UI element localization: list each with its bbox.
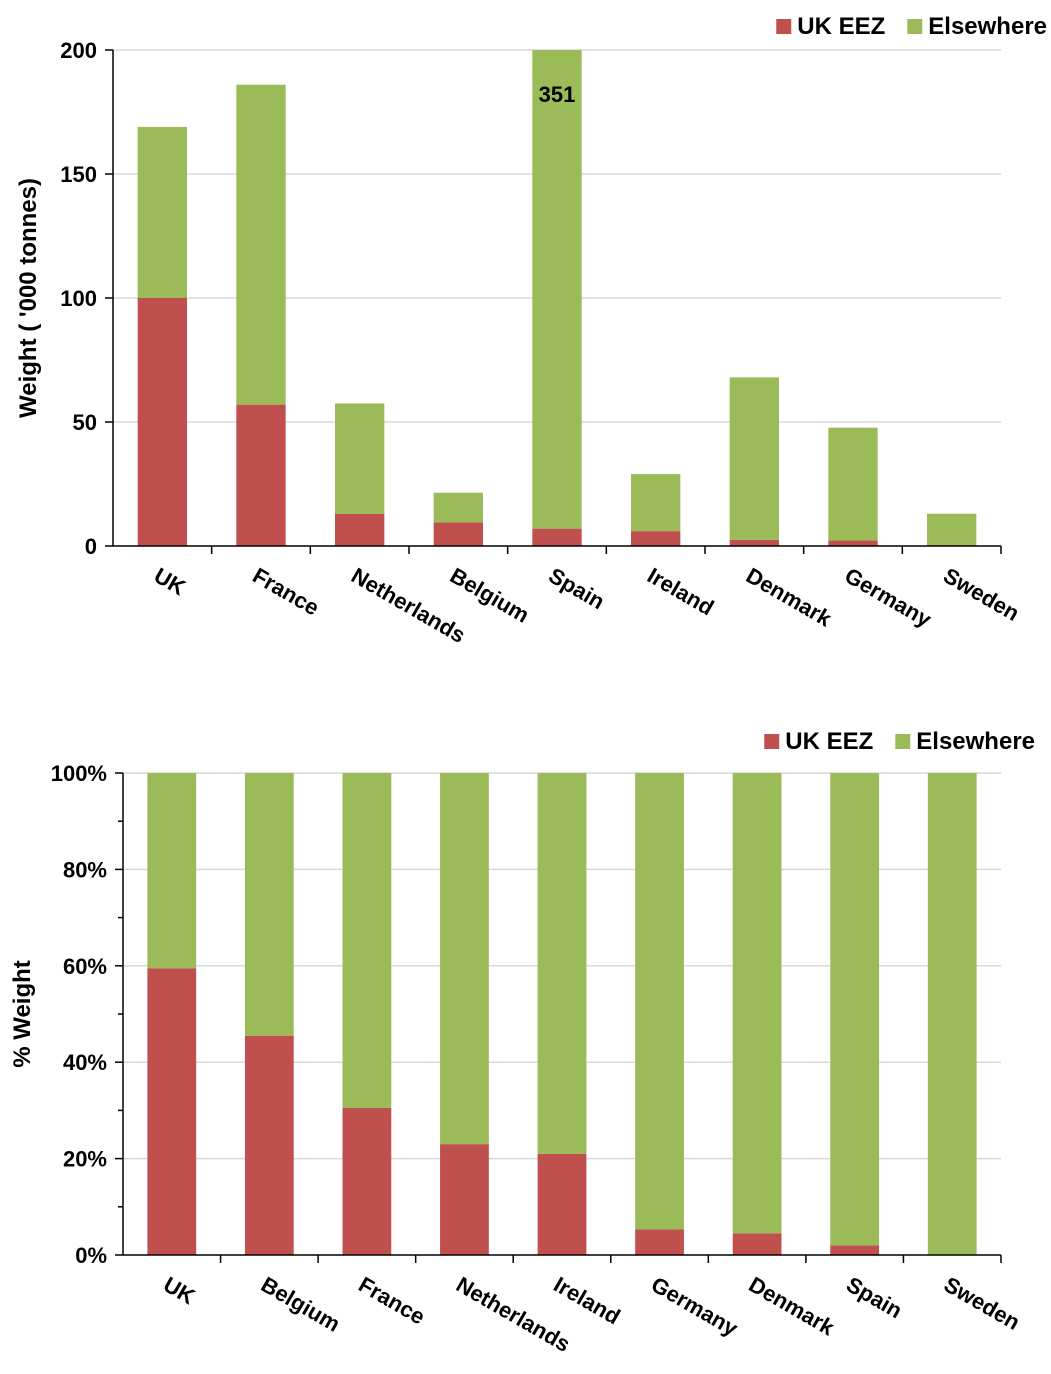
- legend-swatch-uk-eez: [776, 19, 792, 34]
- bar-uk-eez-uk: [147, 968, 197, 1255]
- bar-elsewhere-ireland: [537, 773, 587, 1154]
- bar-uk-eez-denmark: [729, 539, 779, 546]
- x-tick-label: Ireland: [550, 1272, 625, 1330]
- bar-uk-eez-netherlands: [440, 1144, 489, 1255]
- bar-elsewhere-denmark: [729, 377, 779, 540]
- y-tick-label: 50: [73, 410, 97, 435]
- legend-swatch-elsewhere: [907, 19, 923, 34]
- bar-uk-eez-germany: [635, 1229, 684, 1255]
- y-tick-label: 0: [85, 534, 97, 559]
- y-axis-label: % Weight: [9, 960, 36, 1068]
- bar-elsewhere-germany: [635, 773, 684, 1230]
- x-tick-label: UK: [159, 1272, 199, 1310]
- bar-uk-eez-ireland: [537, 1153, 587, 1255]
- x-tick-label: Denmark: [745, 1272, 840, 1341]
- legend-label-uk-eez: UK EEZ: [797, 13, 885, 40]
- bar-elsewhere-uk: [147, 773, 197, 969]
- x-tick-label: Germany: [647, 1272, 743, 1342]
- legend-swatch-uk-eez: [764, 734, 780, 749]
- y-tick-label: 20%: [63, 1147, 107, 1172]
- bar-uk-eez-netherlands: [335, 513, 385, 546]
- bar-uk-eez-denmark: [732, 1233, 782, 1255]
- weight-chart: 0 50 100 150 200 UK France Netherlands Belgium Sp…: [0, 0, 1051, 680]
- y-tick-label: 100%: [51, 761, 107, 786]
- y-tick-label: 60%: [63, 954, 107, 979]
- x-tick-label: Ireland: [643, 563, 718, 621]
- legend: UK EEZ Elsewhere: [776, 13, 1047, 40]
- bar-uk-eez-ireland: [631, 531, 681, 546]
- bar-elsewhere-france: [342, 773, 392, 1108]
- y-tick-label: 0%: [75, 1243, 107, 1268]
- legend: UK EEZ Elsewhere: [764, 728, 1035, 755]
- y-tick-label: 40%: [63, 1050, 107, 1075]
- percent-weight-chart-svg: 0%20%40%60%80%100%UK Belgium France Netherl…: [9, 728, 1035, 1357]
- bar-elsewhere-germany: [828, 427, 878, 541]
- x-tick-label: Germany: [841, 563, 937, 633]
- y-tick-label: 100: [60, 286, 97, 311]
- bar-elsewhere-netherlands: [335, 403, 385, 514]
- bar-elsewhere-france: [236, 84, 286, 405]
- bar-elsewhere-denmark: [732, 773, 782, 1234]
- bar-elsewhere-belgium: [244, 773, 294, 1036]
- data-label: 351: [539, 82, 576, 107]
- legend-label-uk-eez: UK EEZ: [785, 728, 873, 755]
- bar-uk-eez-france: [342, 1107, 392, 1255]
- x-tick-label: UK: [150, 563, 190, 601]
- bar-elsewhere-sweden: [927, 513, 977, 546]
- bar-elsewhere-sweden: [927, 773, 977, 1255]
- x-tick-label: France: [249, 563, 324, 621]
- bar-elsewhere-netherlands: [440, 773, 489, 1145]
- bar-uk-eez-belgium: [244, 1035, 294, 1255]
- bar-elsewhere-spain: [830, 773, 880, 1246]
- x-tick-label: France: [354, 1272, 429, 1330]
- percent-weight-chart: 0% 20% 40% 60% 80% 100% UK Belgium France Netherl…: [0, 700, 1051, 1369]
- x-tick-label: Spain: [842, 1272, 906, 1324]
- y-tick-label: 200: [60, 38, 97, 63]
- y-tick-label: 80%: [63, 857, 107, 882]
- y-axis-label: Weight ( '000 tonnes): [15, 178, 42, 418]
- bar-uk-eez-spain: [532, 528, 582, 546]
- y-tick-label: 150: [60, 162, 97, 187]
- bar-uk-eez-germany: [828, 540, 878, 546]
- x-tick-label: Denmark: [742, 563, 837, 632]
- bar-elsewhere-belgium: [433, 492, 483, 523]
- bar-uk-eez-france: [236, 404, 286, 546]
- legend-swatch-elsewhere: [895, 734, 911, 749]
- legend-label-elsewhere: Elsewhere: [916, 728, 1035, 755]
- bar-uk-eez-uk: [137, 298, 187, 546]
- bar-elsewhere-spain: [532, 50, 582, 529]
- x-tick-label: Spain: [545, 563, 609, 615]
- x-tick-label: Sweden: [939, 563, 1024, 626]
- x-tick-label: Belgium: [257, 1272, 345, 1337]
- bar-elsewhere-ireland: [631, 474, 681, 532]
- x-tick-label: Belgium: [446, 563, 534, 628]
- bar-elsewhere-uk: [137, 126, 187, 298]
- legend-label-elsewhere: Elsewhere: [928, 13, 1047, 40]
- x-tick-label: Sweden: [940, 1272, 1025, 1335]
- bar-uk-eez-spain: [830, 1245, 880, 1255]
- bar-uk-eez-belgium: [433, 522, 483, 546]
